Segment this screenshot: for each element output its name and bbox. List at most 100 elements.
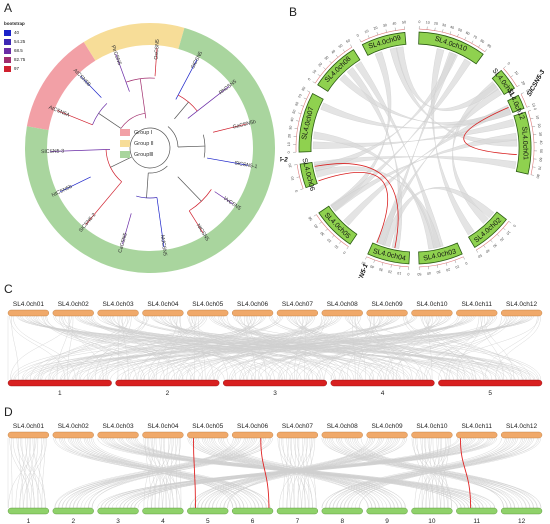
synteny-link: [88, 315, 400, 381]
top-chromosome-bar: [366, 309, 408, 317]
bottom-chromosome-bar: [187, 507, 229, 515]
scale-tick: [312, 81, 316, 84]
synteny-link: [84, 437, 272, 509]
chromosome-block: [298, 93, 324, 153]
scale-tick: [339, 241, 342, 244]
scale-tick: [300, 105, 304, 107]
synteny-link: [439, 437, 449, 509]
synteny-link: [495, 315, 541, 381]
synteny-link: [170, 315, 237, 381]
synteny-link: [456, 315, 483, 381]
scale-tick-label: 80: [301, 86, 306, 91]
synteny-link: [62, 315, 137, 381]
group-legend-item: GroupⅢ: [120, 149, 154, 160]
synteny-link: [425, 315, 476, 381]
scale-tick: [503, 227, 506, 231]
scale-tick: [373, 259, 375, 263]
synteny-ribbon: [330, 58, 472, 212]
top-chromosome-bar: [411, 431, 453, 439]
synteny-panel-c: SL4.0ch01 SL4.0ch02 SL4.0ch03 SL4.0ch04 SL4.…: [7, 301, 543, 397]
synteny-link: [23, 437, 47, 509]
synteny-link: [321, 437, 527, 509]
synteny-link: [324, 437, 531, 509]
bottom-chromosome-label: 9: [385, 518, 389, 524]
tree-branch: [212, 123, 248, 133]
scale-tick-label: 10: [287, 142, 291, 146]
top-chromosome-label: SL4.0ch08: [327, 423, 358, 430]
synteny-link: [58, 437, 237, 509]
scale-tick-label: 80: [535, 174, 540, 179]
synteny-link: [28, 437, 39, 509]
scale-tick-label: 0: [343, 250, 347, 254]
group-swatch: [120, 140, 130, 147]
group-swatch: [120, 129, 130, 136]
synteny-link: [37, 315, 282, 381]
synteny-link: [349, 315, 503, 381]
top-chromosome-bar: [321, 431, 363, 439]
synteny-link: [387, 315, 494, 381]
scale-tick-label: 10: [514, 70, 520, 76]
synteny-link: [151, 437, 174, 509]
scale-ring: [360, 29, 405, 43]
scale-tick: [530, 174, 534, 176]
synteny-link: [355, 315, 366, 381]
synteny-link: [448, 315, 502, 381]
scale-tick-label: 30: [538, 132, 542, 136]
bottom-chromosome-label: 10: [428, 518, 436, 524]
scale-tick: [359, 39, 362, 43]
synteny-link: [72, 437, 256, 509]
panel-label-a: A: [4, 1, 13, 15]
synteny-link: [422, 315, 466, 381]
group-ring-segment: [26, 41, 96, 131]
synteny-link: [346, 315, 493, 381]
bottom-chromosome-bar: [115, 379, 220, 387]
top-chromosome-bar: [231, 431, 274, 439]
scale-tick: [446, 262, 448, 266]
synteny-link: [190, 437, 384, 509]
synteny-ribbon: [313, 131, 436, 250]
synteny-link: [9, 437, 31, 509]
scale-tick-label: 50: [539, 149, 543, 153]
tree-branch: [178, 94, 198, 112]
scale-tick-label: 70: [297, 94, 302, 99]
synteny-link: [36, 315, 534, 381]
top-chromosome-label: SL4.0ch06: [237, 301, 268, 308]
scale-tick: [464, 37, 467, 40]
synteny-link: [10, 315, 72, 381]
top-chromosome-label: SL4.0ch11: [461, 423, 492, 430]
bottom-chromosome-label: 12: [518, 518, 526, 524]
scale-tick: [385, 29, 387, 33]
synteny-link: [270, 315, 519, 381]
synteny-link: [19, 437, 31, 509]
bottom-chromosome-bar: [500, 507, 543, 515]
scale-tick-label: 30: [383, 23, 388, 28]
synteny-link: [19, 437, 46, 509]
scale-tick: [303, 97, 307, 100]
synteny-link: [90, 315, 342, 381]
scale-tick: [463, 256, 465, 260]
gene-link: [314, 163, 399, 249]
legend-value: 54.25: [14, 39, 26, 44]
bottom-chromosome-label: 7: [296, 518, 300, 524]
synteny-link: [367, 315, 542, 381]
scale-tick-label: 50: [292, 109, 297, 114]
synteny-link: [105, 315, 132, 381]
tree-branch: [174, 101, 189, 120]
synteny-link: [97, 315, 461, 381]
scale-tick: [484, 49, 487, 52]
synteny-link: [8, 437, 37, 509]
tree-leaf-label: SlCSN5-3: [41, 148, 64, 155]
synteny-link: [41, 437, 46, 509]
scale-tick-label: 0: [294, 189, 298, 192]
legend-value: 68.5: [14, 48, 23, 53]
scale-ring: [419, 28, 486, 52]
synteny-link: [427, 315, 433, 381]
bootstrap-legend-item: 82.75: [4, 55, 48, 64]
top-chromosome-bar: [52, 309, 94, 317]
scale-tick: [457, 33, 459, 37]
scale-tick-label: 30: [320, 231, 326, 237]
synteny-link: [21, 437, 28, 509]
bootstrap-legend-item: 54.25: [4, 37, 48, 46]
scale-tick-label: 10: [312, 69, 318, 75]
scale-tick: [317, 74, 321, 77]
